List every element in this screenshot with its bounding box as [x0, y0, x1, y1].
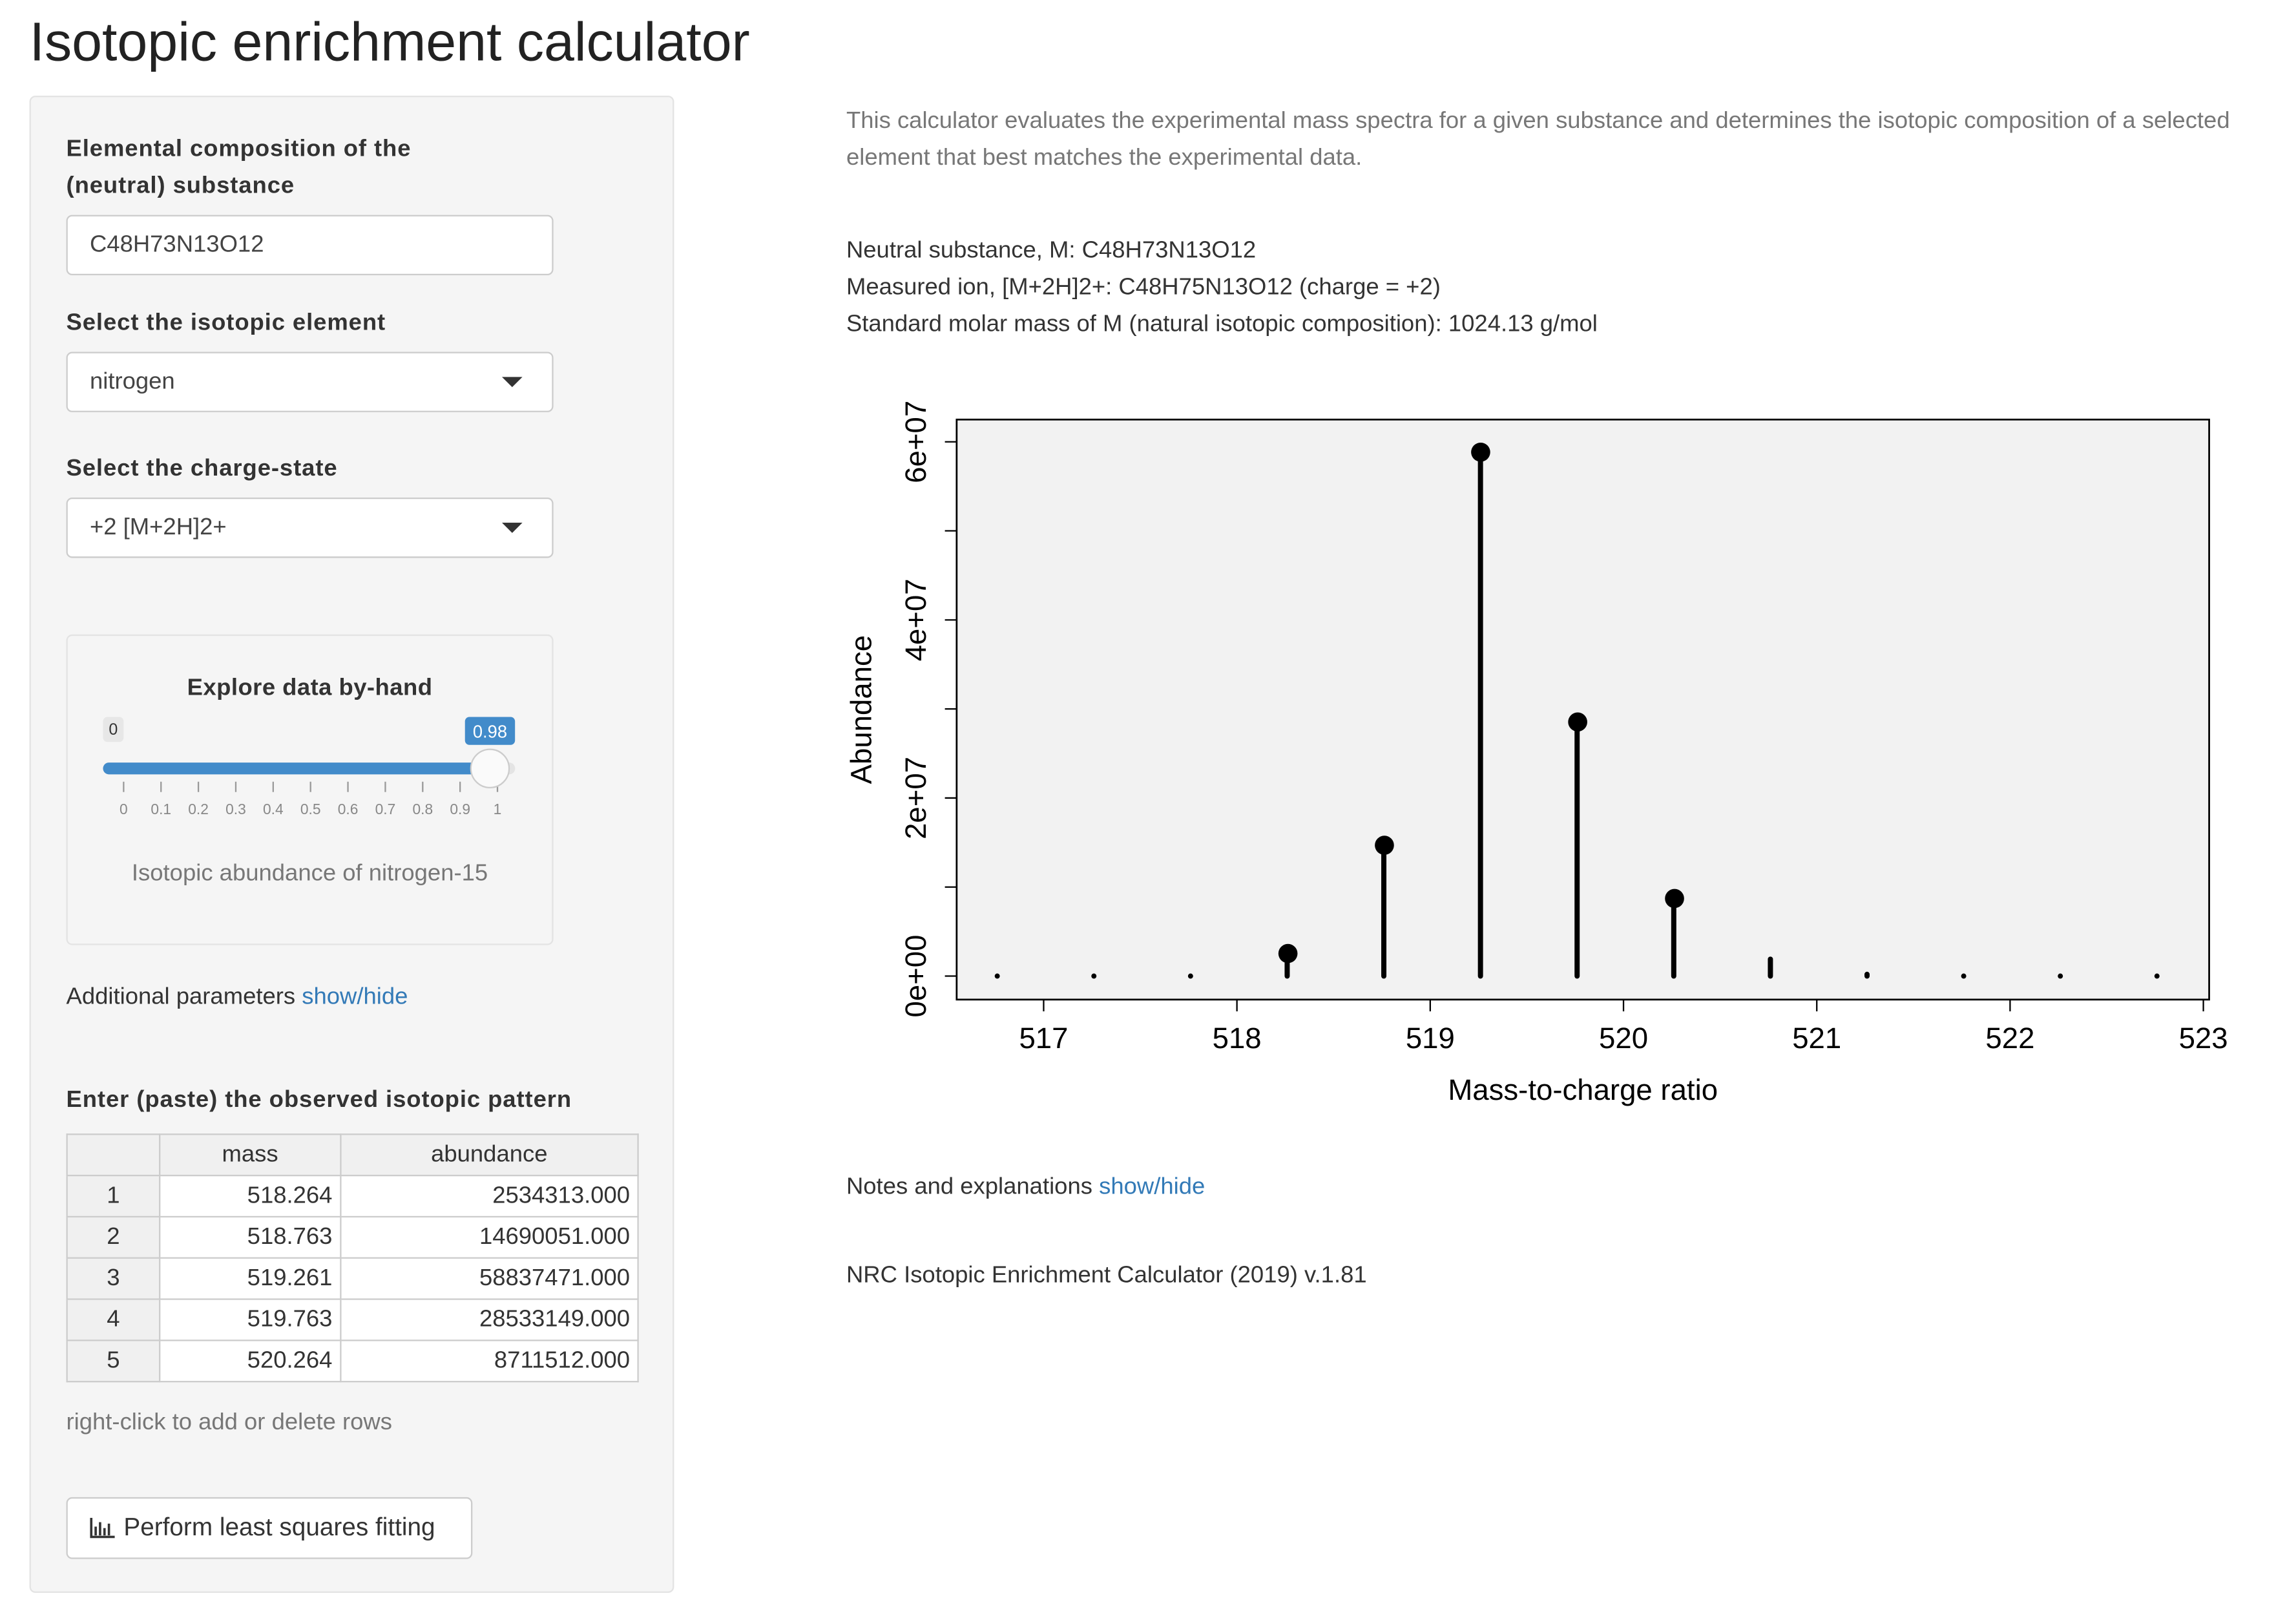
table-cell[interactable]: 8711512.000	[339, 1340, 639, 1383]
row-number: 2	[66, 1215, 161, 1259]
intro-text: This calculator evaluates the experiment…	[846, 109, 2230, 171]
notes-text: Notes and explanations	[846, 1175, 1092, 1200]
y-tick-label: 0e+00	[899, 935, 932, 1018]
observed-point	[1471, 442, 1490, 462]
x-tick-label: 521	[1792, 1022, 1841, 1055]
composition-input[interactable]: C48H73N13O12	[66, 215, 554, 276]
x-tick-label: 520	[1599, 1022, 1648, 1055]
slider[interactable]: 0 0.98 0 0.1 0.2 0.3 0.4 0.5 0.6 0.7 0.8 0.9 1	[67, 707, 552, 825]
info-line: Neutral substance, M: C48H73N13O12	[846, 238, 1257, 264]
table-cell[interactable]: 519.763	[159, 1298, 342, 1341]
observed-point	[1568, 712, 1587, 732]
min-label-box	[103, 717, 124, 742]
corner-cell	[66, 1133, 161, 1177]
page-title: Isotopic enrichment calculator	[29, 12, 750, 72]
explore-title: Explore data by-hand	[187, 675, 433, 701]
y-tick-label: 2e+07	[899, 757, 932, 839]
slider-tick-label: 0.6	[338, 801, 359, 817]
observed-point	[1665, 889, 1684, 909]
footer-text: NRC Isotopic Enrichment Calculator (2019…	[846, 1263, 1367, 1288]
slider-handle	[470, 748, 510, 788]
table-cell[interactable]: 518.763	[159, 1215, 342, 1259]
column-header: mass	[159, 1133, 342, 1177]
x-axis-label: Mass-to-charge ratio	[1448, 1073, 1718, 1106]
slider-value-label: 0.98	[473, 721, 507, 741]
table-cell[interactable]: 520.264	[159, 1340, 342, 1383]
table-row: 4 519.763 28533149.000	[66, 1298, 639, 1341]
row-number: 5	[66, 1340, 161, 1383]
slider-tick-label: 0.7	[375, 801, 396, 817]
table-row: 5 520.264 8711512.000	[66, 1340, 639, 1383]
table-cell[interactable]: 518.264	[159, 1175, 342, 1218]
slider-tick-label: 1	[494, 801, 502, 817]
x-tick-label: 518	[1213, 1022, 1262, 1055]
table-row: 2 518.763 14690051.000	[66, 1215, 639, 1259]
table-row: 1 518.264 2534313.000	[66, 1175, 639, 1218]
additional-link[interactable]: show/hide	[302, 985, 408, 1010]
x-tick-label: 519	[1406, 1022, 1455, 1055]
table-header: mass abundance	[66, 1133, 639, 1177]
y-tick-label: 4e+07	[899, 578, 932, 661]
charge-value: +2 [M+2H]2+	[89, 514, 227, 540]
slider-tick-label: 0.8	[412, 801, 433, 817]
button-label: Perform least squares fitting	[123, 1513, 435, 1542]
composition-label: Elemental composition of the (neutral) s…	[66, 136, 412, 199]
pattern-table[interactable]: mass abundance 1 518.264 2534313.000 2 518.7…	[66, 1133, 639, 1383]
spectrum-chart: 517 518 519 520 521 522 523 0e+00 2e+07 4e+07 6e+0…	[845, 401, 2228, 1106]
pattern-label: Enter (paste) the observed isotopic patt…	[66, 1088, 572, 1113]
caret-icon	[501, 522, 523, 533]
slider-min-label: 0	[109, 720, 118, 739]
chart-icon	[90, 1517, 115, 1539]
y-tick-label: 6e+07	[899, 401, 932, 483]
row-number: 4	[66, 1298, 161, 1341]
table-cell[interactable]: 519.261	[159, 1257, 342, 1300]
table-cell[interactable]: 58837471.000	[339, 1257, 639, 1300]
slider-tick-label: 0.5	[300, 801, 321, 817]
slider-tick-label: 0	[120, 801, 128, 817]
info-line: Standard molar mass of M (natural isotop…	[846, 311, 1598, 337]
notes: Notes and explanations show/hide	[846, 1169, 1205, 1206]
table-row: 3 519.261 58837471.000	[66, 1257, 639, 1300]
element-value: nitrogen	[89, 368, 175, 394]
additional-text: Additional parameters	[66, 985, 296, 1010]
table-cell[interactable]: 14690051.000	[339, 1215, 639, 1259]
notes-link[interactable]: show/hide	[1099, 1175, 1205, 1200]
caret-icon	[501, 377, 523, 388]
slider-tick-label: 0.3	[225, 801, 246, 817]
x-tick-label: 522	[1985, 1022, 2034, 1055]
column-header: abundance	[339, 1133, 639, 1177]
slider-fill	[103, 762, 490, 775]
table-hint: right-click to add or delete rows	[66, 1410, 392, 1436]
plot-area	[955, 418, 2210, 1001]
slider-tick-label: 0.2	[188, 801, 209, 817]
table-cell[interactable]: 28533149.000	[339, 1298, 639, 1341]
row-number: 3	[66, 1257, 161, 1300]
additional-params: Additional parameters show/hide	[67, 979, 408, 1016]
row-number: 1	[66, 1175, 161, 1218]
x-tick-label: 523	[2179, 1022, 2228, 1055]
observed-point	[1278, 943, 1298, 963]
charge-label: Select the charge-state	[66, 456, 338, 481]
value-label-box	[464, 717, 516, 745]
element-label: Select the isotopic element	[66, 310, 386, 336]
charge-select[interactable]: +2 [M+2H]2+	[66, 498, 554, 558]
slider-tick-label: 0.1	[151, 801, 171, 817]
x-tick-label: 517	[1019, 1022, 1068, 1055]
y-axis-label: Abundance	[845, 635, 878, 784]
element-select[interactable]: nitrogen	[66, 352, 554, 412]
observed-point	[1375, 836, 1394, 855]
slider-caption: Isotopic abundance of nitrogen-15	[131, 861, 488, 887]
table-cell[interactable]: 2534313.000	[339, 1175, 639, 1218]
slider-tick-label: 0.4	[263, 801, 284, 817]
fit-button[interactable]: Perform least squares fitting	[66, 1497, 473, 1559]
info-line: Measured ion, [M+2H]2+: C48H75N13O12 (ch…	[846, 275, 1441, 300]
slider-tick-label: 0.9	[450, 801, 470, 817]
